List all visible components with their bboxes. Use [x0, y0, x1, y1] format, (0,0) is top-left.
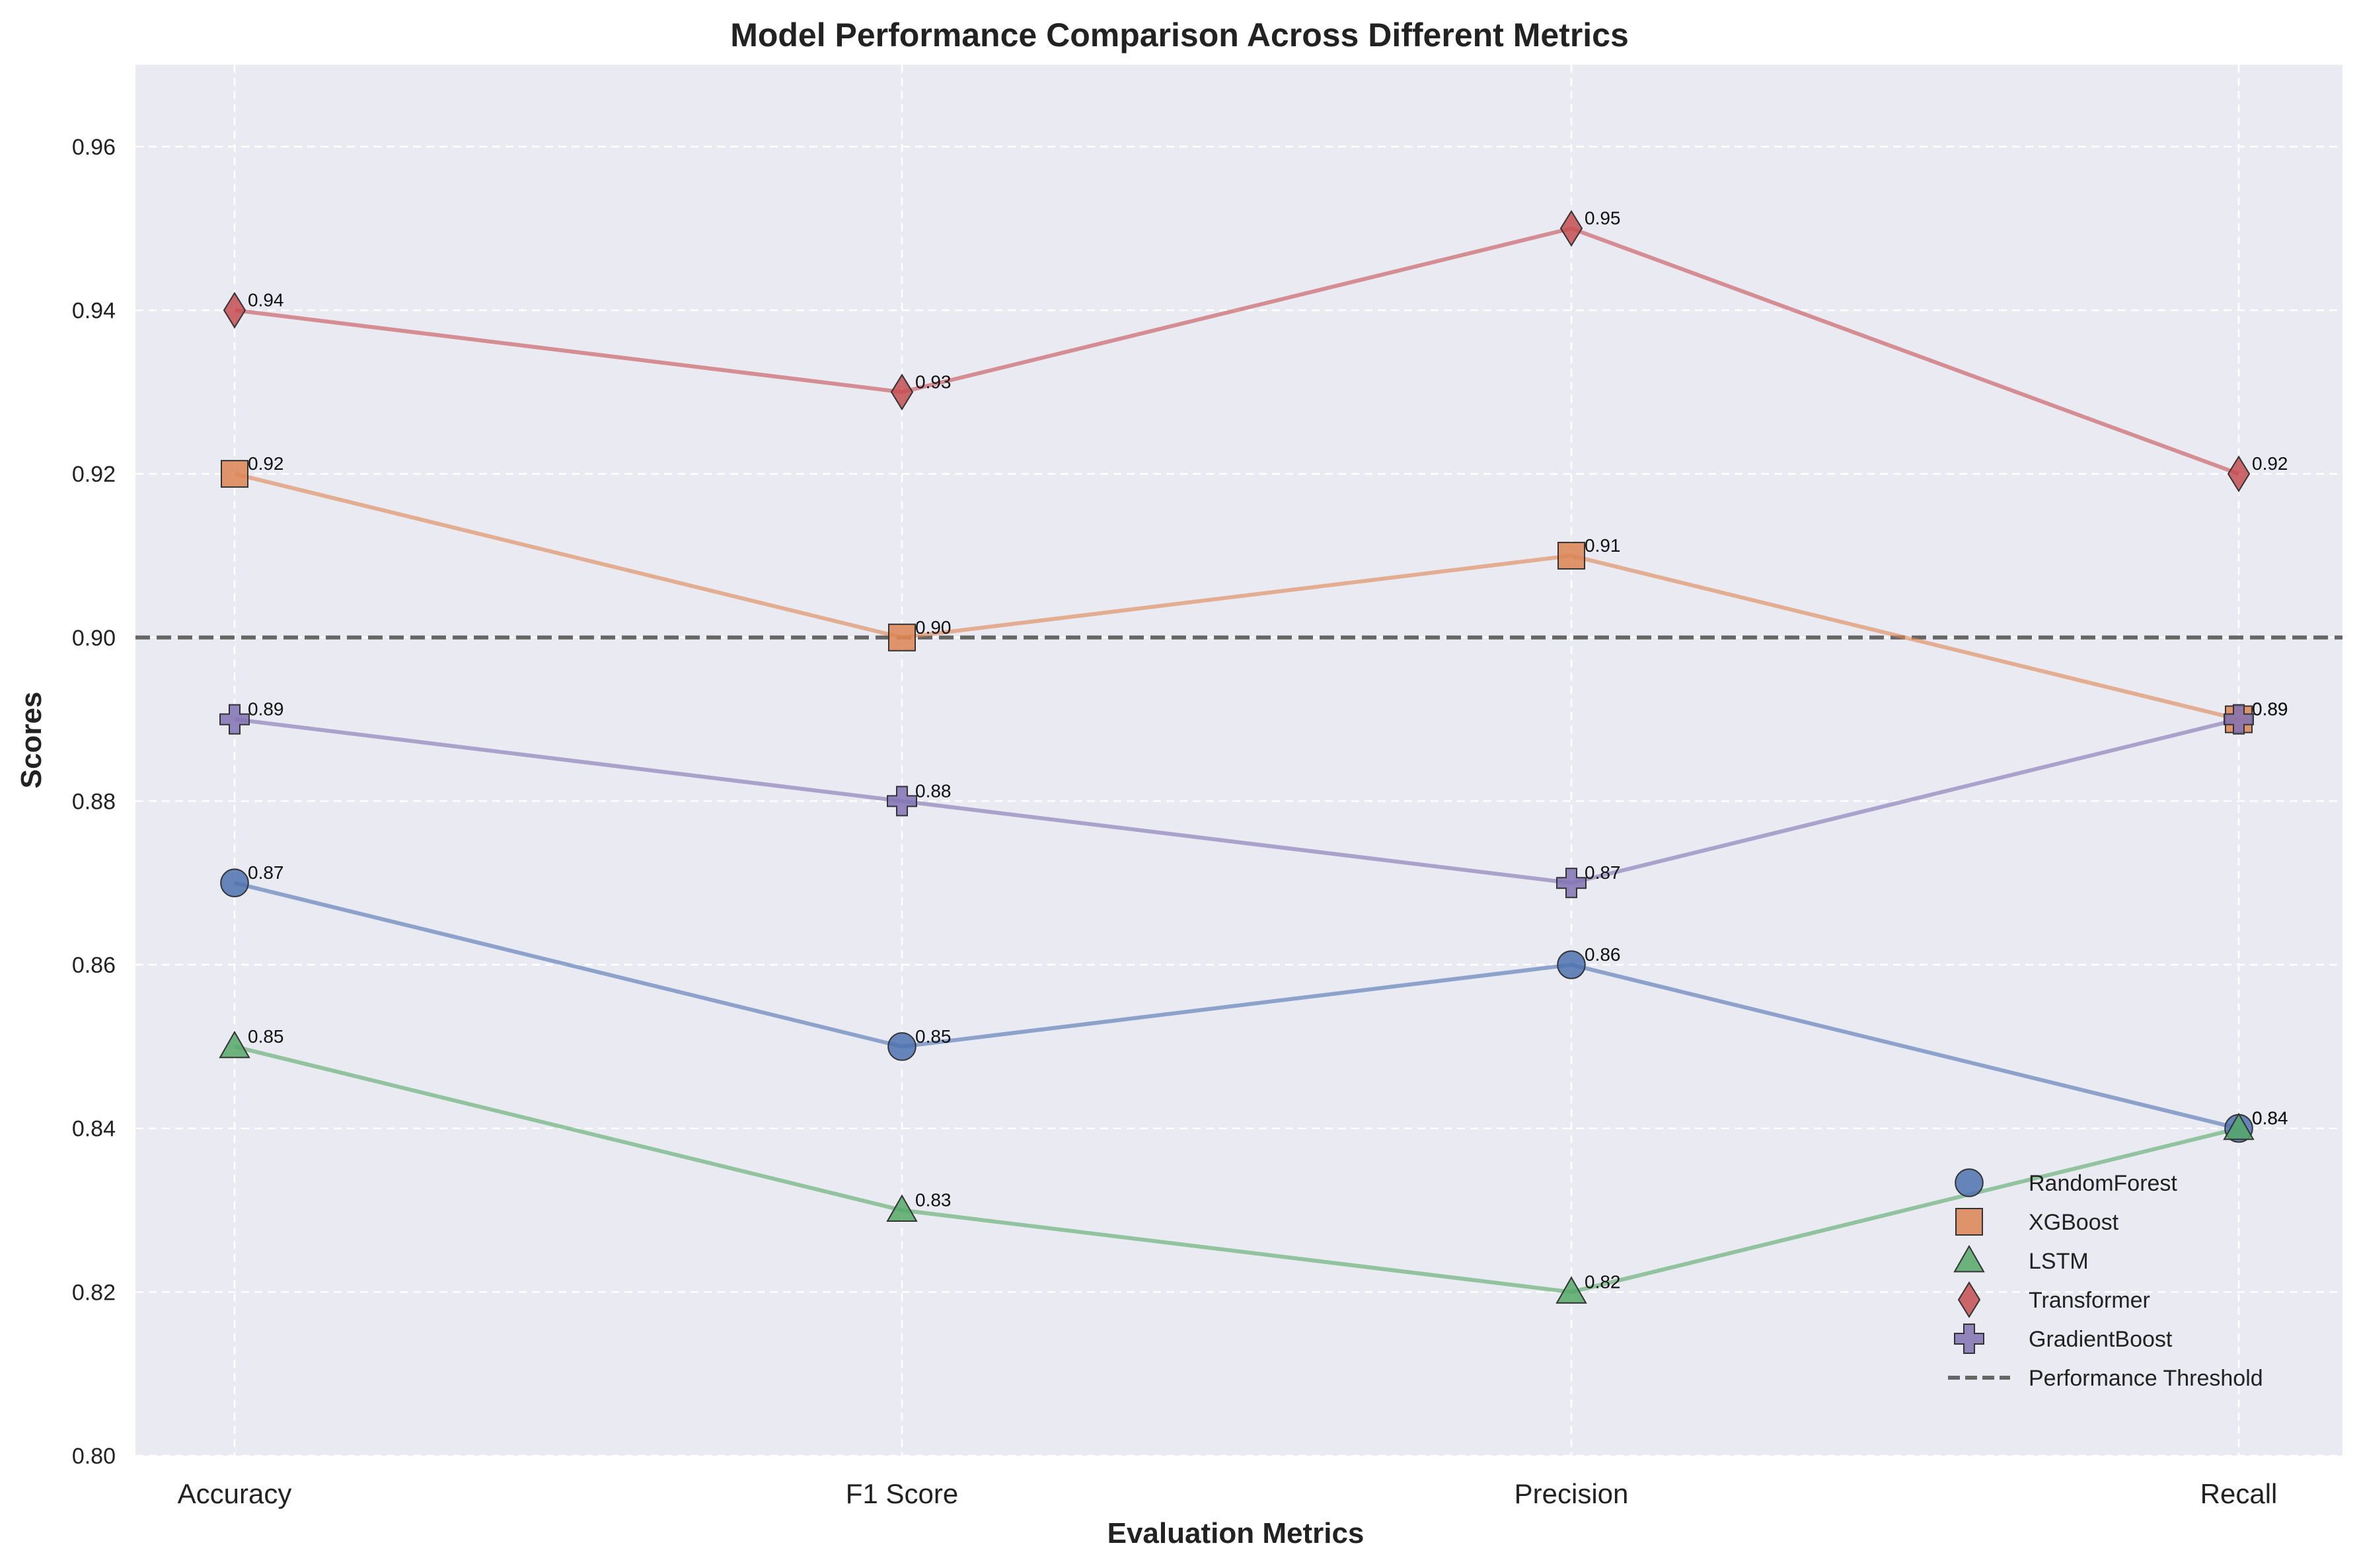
y-tick-label: 0.84: [72, 1117, 116, 1142]
legend-label-lstm: LSTM: [2029, 1249, 2089, 1274]
y-tick-label: 0.82: [72, 1280, 116, 1305]
y-axis-label: Scores: [15, 692, 48, 789]
series-markers: [219, 209, 2255, 1304]
y-tick-label: 0.96: [72, 135, 116, 160]
point-randomforest: [887, 1032, 917, 1061]
data-label-xgboost: 0.89: [2252, 699, 2288, 720]
data-label-gradientboost: 0.89: [2252, 699, 2288, 720]
legend-label-xgboost: XGBoost: [2029, 1210, 2119, 1235]
y-tick-label: 0.80: [72, 1444, 116, 1469]
data-label-transformer: 0.95: [1585, 208, 1621, 229]
point-randomforest: [1557, 950, 1586, 979]
series-lines: [234, 226, 2240, 1294]
legend: RandomForest XGBoost LSTM Transformer Gradie…: [1948, 1168, 2263, 1391]
series-line-lstm: [234, 1044, 2239, 1294]
axis-ticks: 0.80 0.82 0.84 0.86 0.88 0.90 0.92 0.94 0.96 Accu…: [72, 135, 2278, 1509]
x-tick-label: F1 Score: [846, 1478, 958, 1509]
point-transformer: [890, 373, 914, 411]
point-gradientboost: [1556, 868, 1587, 899]
point-lstm: [1555, 1276, 1587, 1304]
data-label-lstm: 0.85: [248, 1026, 284, 1047]
data-label-randomforest: 0.87: [248, 862, 284, 883]
series-line-xgboost: [234, 472, 2239, 722]
legend-label-threshold: Performance Threshold: [2029, 1366, 2263, 1391]
y-tick-label: 0.90: [72, 626, 116, 651]
point-gradientboost: [887, 786, 917, 817]
point-transformer: [223, 291, 246, 329]
x-tick-label: Recall: [2200, 1478, 2278, 1509]
point-xgboost: [1557, 541, 1585, 570]
data-label-transformer: 0.92: [2252, 453, 2288, 474]
data-label-gradientboost: 0.87: [1585, 862, 1621, 883]
point-transformer: [1559, 209, 1583, 247]
legend-marker-lstm: [1953, 1244, 1985, 1273]
data-label-gradientboost: 0.89: [248, 699, 284, 720]
x-axis-label: Evaluation Metrics: [1107, 1517, 1365, 1549]
legend-label-transformer: Transformer: [2029, 1288, 2150, 1313]
series-line-gradientboost: [234, 717, 2239, 885]
plot-area: [135, 65, 2342, 1456]
data-label-transformer: 0.93: [915, 371, 952, 392]
legend-marker-transformer: [1957, 1281, 1981, 1318]
data-label-lstm: 0.84: [2252, 1108, 2288, 1129]
data-labels: 0.87 0.85 0.86 0.84 0.92 0.90 0.91 0.89 0.85 0.83…: [248, 208, 2288, 1292]
legend-marker-xgboost: [1955, 1208, 1983, 1236]
y-tick-label: 0.88: [72, 789, 116, 814]
data-label-transformer: 0.94: [248, 289, 284, 310]
data-label-xgboost: 0.92: [248, 453, 284, 474]
x-tick-label: Precision: [1515, 1478, 1629, 1509]
point-lstm: [2223, 1112, 2255, 1140]
chart-title: Model Performance Comparison Across Diff…: [730, 17, 1629, 54]
point-randomforest: [220, 868, 249, 898]
data-label-randomforest: 0.84: [2252, 1108, 2288, 1129]
point-gradientboost: [2224, 704, 2254, 735]
point-lstm: [886, 1194, 918, 1222]
x-tick-label: Accuracy: [178, 1478, 292, 1509]
legend-marker-randomforest: [1955, 1168, 1984, 1197]
data-label-randomforest: 0.85: [915, 1026, 952, 1047]
data-label-randomforest: 0.86: [1585, 944, 1621, 965]
point-xgboost: [221, 460, 248, 488]
series-line-randomforest: [234, 881, 2239, 1131]
point-xgboost: [888, 623, 916, 652]
data-label-lstm: 0.82: [1585, 1271, 1621, 1292]
legend-marker-gradientboost: [1954, 1324, 1984, 1354]
data-label-lstm: 0.83: [915, 1190, 952, 1211]
point-lstm: [219, 1030, 250, 1059]
data-label-gradientboost: 0.88: [915, 780, 952, 801]
data-label-xgboost: 0.90: [915, 617, 952, 638]
point-gradientboost: [219, 704, 250, 735]
legend-label-randomforest: RandomForest: [2029, 1171, 2177, 1196]
y-tick-label: 0.92: [72, 462, 116, 487]
y-tick-label: 0.86: [72, 953, 116, 978]
legend-label-gradientboost: GradientBoost: [2029, 1327, 2173, 1352]
point-transformer: [2227, 455, 2251, 493]
data-label-xgboost: 0.91: [1585, 535, 1621, 556]
y-tick-label: 0.94: [72, 298, 116, 323]
series-line-transformer: [234, 226, 2240, 476]
